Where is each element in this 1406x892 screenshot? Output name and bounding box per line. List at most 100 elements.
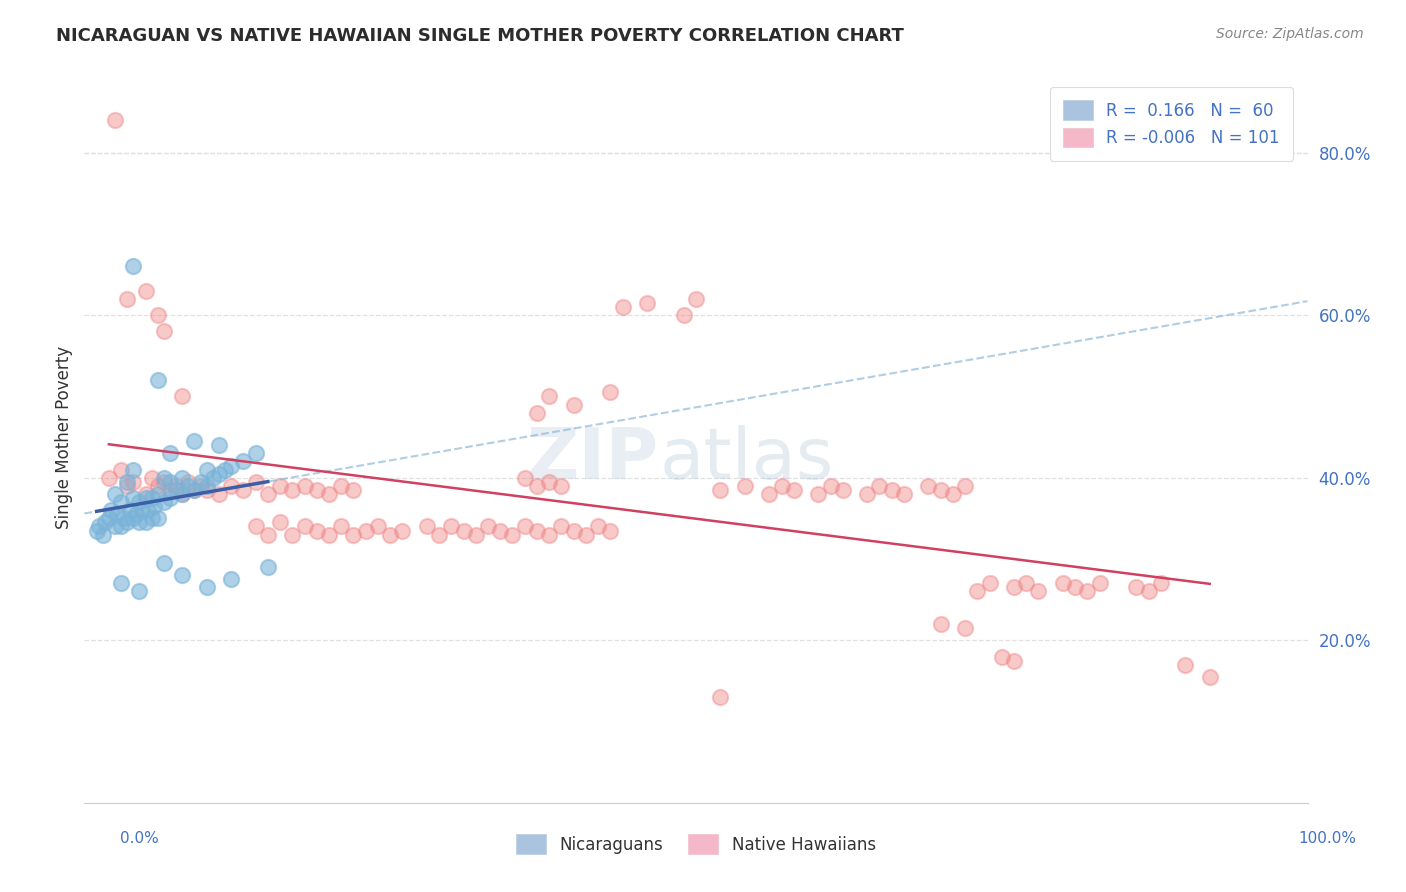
Point xyxy=(427,527,450,541)
Point xyxy=(305,483,328,497)
Point xyxy=(856,487,879,501)
Point xyxy=(526,479,548,493)
Point xyxy=(110,462,132,476)
Point xyxy=(440,519,463,533)
Point xyxy=(110,495,132,509)
Point xyxy=(135,516,157,530)
Point xyxy=(929,483,952,497)
Point xyxy=(1150,576,1173,591)
Point xyxy=(1002,654,1025,668)
Point xyxy=(190,475,212,489)
Point xyxy=(91,527,114,541)
Point xyxy=(183,483,205,497)
Point xyxy=(146,511,169,525)
Point xyxy=(1076,584,1098,599)
Point xyxy=(538,527,561,541)
Point xyxy=(118,503,141,517)
Point xyxy=(104,113,127,128)
Point xyxy=(734,479,756,493)
Point xyxy=(257,560,280,574)
Point xyxy=(122,475,145,489)
Point xyxy=(1137,584,1160,599)
Point xyxy=(135,284,157,298)
Point xyxy=(1088,576,1111,591)
Point xyxy=(953,479,976,493)
Point xyxy=(141,491,163,505)
Y-axis label: Single Mother Poverty: Single Mother Poverty xyxy=(55,345,73,529)
Point xyxy=(153,325,176,339)
Point xyxy=(979,576,1001,591)
Point xyxy=(929,617,952,632)
Point xyxy=(115,479,138,493)
Point xyxy=(153,495,176,509)
Point xyxy=(526,406,548,420)
Point xyxy=(153,556,176,570)
Point xyxy=(330,519,353,533)
Point xyxy=(709,690,731,705)
Point xyxy=(599,385,621,400)
Point xyxy=(991,649,1014,664)
Point xyxy=(165,483,187,497)
Point xyxy=(177,479,200,493)
Point xyxy=(391,524,413,538)
Point xyxy=(354,524,377,538)
Point xyxy=(880,483,903,497)
Point xyxy=(612,300,634,314)
Point xyxy=(141,511,163,525)
Point xyxy=(367,519,389,533)
Point xyxy=(599,524,621,538)
Point xyxy=(1125,581,1147,595)
Point xyxy=(464,527,486,541)
Point xyxy=(575,527,598,541)
Point xyxy=(245,475,267,489)
Point xyxy=(97,471,120,485)
Point xyxy=(128,516,150,530)
Point xyxy=(159,446,181,460)
Point xyxy=(586,519,609,533)
Point xyxy=(219,479,242,493)
Point xyxy=(195,479,218,493)
Point xyxy=(146,479,169,493)
Point xyxy=(942,487,965,501)
Point xyxy=(342,527,364,541)
Point xyxy=(562,398,585,412)
Point xyxy=(128,495,150,509)
Point xyxy=(893,487,915,501)
Point xyxy=(953,621,976,635)
Point xyxy=(219,458,242,473)
Point xyxy=(318,487,340,501)
Text: atlas: atlas xyxy=(659,425,834,493)
Point xyxy=(758,487,780,501)
Point xyxy=(122,491,145,505)
Point xyxy=(562,524,585,538)
Point xyxy=(318,527,340,541)
Point xyxy=(146,373,169,387)
Point xyxy=(538,475,561,489)
Point xyxy=(1015,576,1038,591)
Point xyxy=(135,487,157,501)
Point xyxy=(165,479,187,493)
Point xyxy=(709,483,731,497)
Point xyxy=(538,389,561,403)
Point xyxy=(245,446,267,460)
Point xyxy=(153,475,176,489)
Point xyxy=(294,479,316,493)
Point xyxy=(342,483,364,497)
Point xyxy=(122,511,145,525)
Point xyxy=(208,438,231,452)
Point xyxy=(195,462,218,476)
Legend: Nicaraguans, Native Hawaiians: Nicaraguans, Native Hawaiians xyxy=(509,828,883,860)
Point xyxy=(115,516,138,530)
Point xyxy=(208,487,231,501)
Point xyxy=(1174,657,1197,672)
Point xyxy=(146,487,169,501)
Point xyxy=(685,292,707,306)
Point xyxy=(232,454,254,468)
Point xyxy=(125,508,148,522)
Point xyxy=(135,491,157,505)
Text: Source: ZipAtlas.com: Source: ZipAtlas.com xyxy=(1216,27,1364,41)
Point xyxy=(104,487,127,501)
Point xyxy=(550,519,572,533)
Point xyxy=(110,519,132,533)
Point xyxy=(526,524,548,538)
